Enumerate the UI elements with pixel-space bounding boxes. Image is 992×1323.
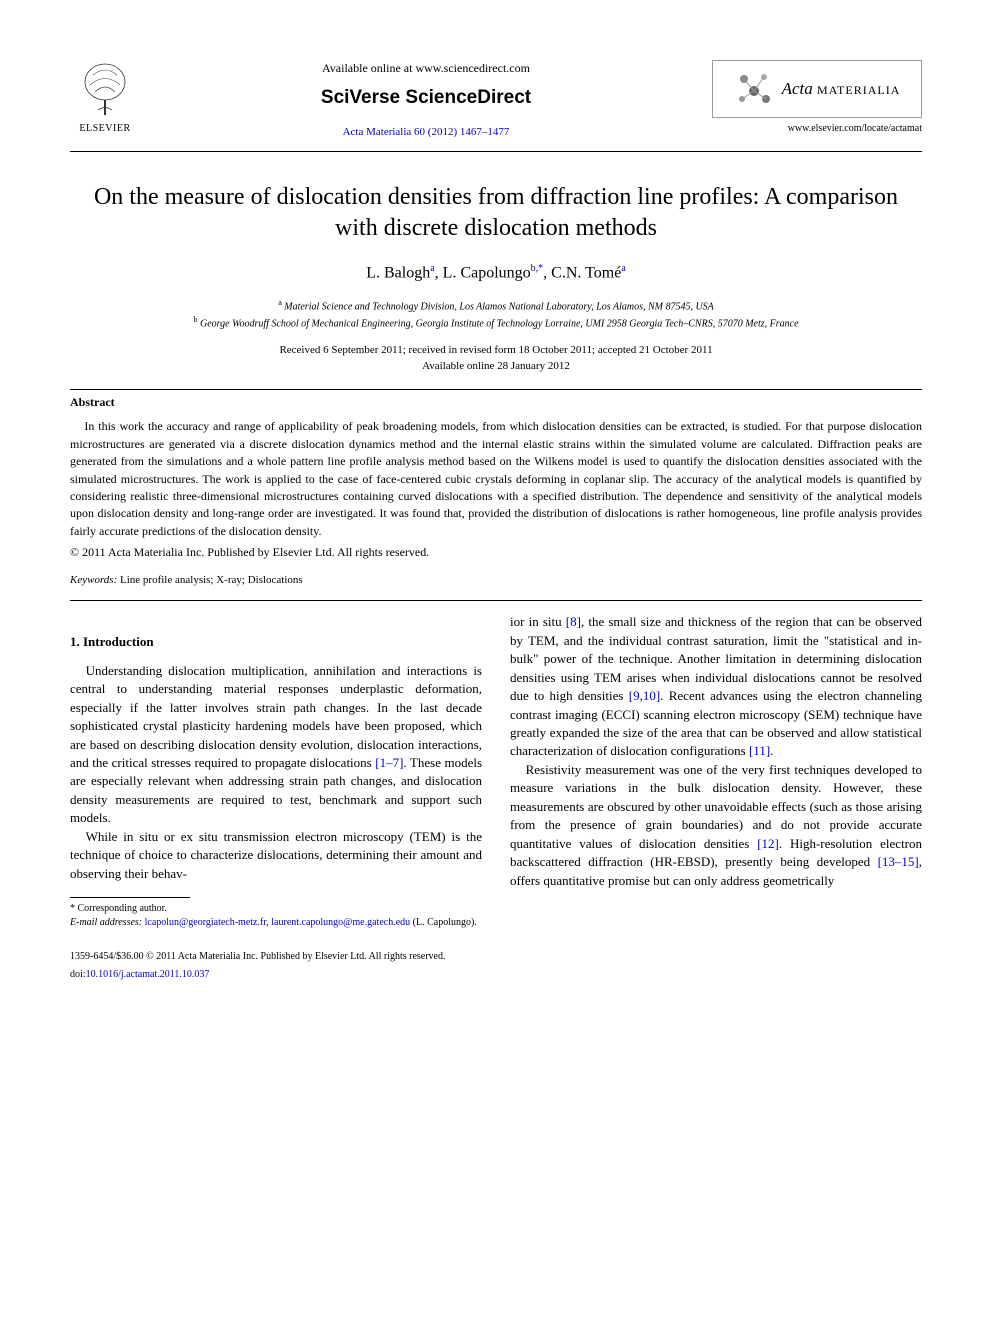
abstract-heading: Abstract: [70, 394, 922, 411]
corresponding-author: * Corresponding author.: [70, 902, 482, 916]
journal-reference[interactable]: Acta Materialia 60 (2012) 1467–1477: [160, 125, 692, 140]
keywords-label: Keywords:: [70, 574, 117, 586]
acta-materialia-logo: Acta MATERIALIA: [712, 60, 922, 118]
header-row: ELSEVIER Available online at www.science…: [70, 60, 922, 141]
acta-italic: Acta: [782, 79, 813, 98]
intro-para-2: While in situ or ex situ transmission el…: [70, 828, 482, 883]
author-2-aff: b,*: [531, 263, 544, 274]
right-para-1: ior in situ [8], the small size and thic…: [510, 613, 922, 761]
keywords-line: Keywords: Line profile analysis; X-ray; …: [70, 573, 922, 588]
elsevier-logo: ELSEVIER: [70, 60, 140, 136]
author-3-aff: a: [621, 263, 625, 274]
elsevier-label: ELSEVIER: [79, 122, 130, 136]
elsevier-tree-icon: [78, 60, 133, 120]
ref-9-10[interactable]: [9,10]: [629, 688, 660, 703]
abstract-text: In this work the accuracy and range of a…: [70, 418, 922, 540]
right-column: ior in situ [8], the small size and thic…: [510, 613, 922, 930]
right-para-2: Resistivity measurement was one of the v…: [510, 761, 922, 890]
dates-received: Received 6 September 2011; received in r…: [279, 344, 712, 356]
footnote-block: * Corresponding author. E-mail addresses…: [70, 902, 482, 930]
ref-11[interactable]: [11]: [749, 743, 770, 758]
available-online-text: Available online at www.sciencedirect.co…: [160, 60, 692, 77]
keywords-text: Line profile analysis; X-ray; Dislocatio…: [120, 574, 303, 586]
author-1: L. Balogh: [366, 264, 430, 281]
bottom-copyright: 1359-6454/$36.00 © 2011 Acta Materialia …: [70, 950, 922, 964]
dates-online: Available online 28 January 2012: [422, 360, 570, 372]
journal-logo-box: Acta MATERIALIA www.elsevier.com/locate/…: [712, 60, 922, 136]
email-1[interactable]: lcapolun@georgiatech-metz.fr: [145, 917, 267, 928]
acta-title: Acta MATERIALIA: [782, 77, 901, 101]
body-columns: 1. Introduction Understanding dislocatio…: [70, 613, 922, 930]
dates-block: Received 6 September 2011; received in r…: [70, 342, 922, 375]
intro-heading: 1. Introduction: [70, 633, 482, 651]
intro-para-1: Understanding dislocation multiplication…: [70, 662, 482, 828]
locate-url[interactable]: www.elsevier.com/locate/actamat: [712, 122, 922, 136]
author-3: C.N. Tomé: [551, 264, 621, 281]
email-2[interactable]: laurent.capolungo@me.gatech.edu: [271, 917, 410, 928]
ref-8[interactable]: [8]: [566, 614, 581, 629]
author-2: L. Capolungo: [443, 264, 531, 281]
affiliations: a Material Science and Technology Divisi…: [70, 297, 922, 332]
acta-caps: MATERIALIA: [817, 83, 900, 97]
center-header: Available online at www.sciencedirect.co…: [140, 60, 712, 141]
abstract-copyright: © 2011 Acta Materialia Inc. Published by…: [70, 544, 922, 561]
doi-line: doi:10.1016/j.actamat.2011.10.037: [70, 964, 922, 982]
left-column: 1. Introduction Understanding dislocatio…: [70, 613, 482, 930]
paper-title: On the measure of dislocation densities …: [70, 182, 922, 244]
authors-line: L. Balogha, L. Capolungob,*, C.N. Toméa: [70, 262, 922, 285]
ref-13-15[interactable]: [13–15]: [878, 854, 919, 869]
author-1-aff: a: [430, 263, 434, 274]
doi-link[interactable]: 10.1016/j.actamat.2011.10.037: [86, 969, 210, 980]
ref-1-7[interactable]: [1–7]: [375, 755, 403, 770]
acta-network-icon: [734, 69, 774, 109]
affiliation-b: George Woodruff School of Mechanical Eng…: [200, 319, 799, 330]
footnote-emails: E-mail addresses: lcapolun@georgiatech-m…: [70, 916, 482, 930]
header-rule: [70, 151, 922, 152]
footnote-separator: [70, 897, 190, 898]
abstract-top-rule: [70, 389, 922, 390]
affiliation-a: Material Science and Technology Division…: [284, 301, 714, 312]
sciverse-brand: SciVerse ScienceDirect: [160, 85, 692, 112]
abstract-bottom-rule: [70, 600, 922, 601]
ref-12[interactable]: [12]: [757, 836, 779, 851]
